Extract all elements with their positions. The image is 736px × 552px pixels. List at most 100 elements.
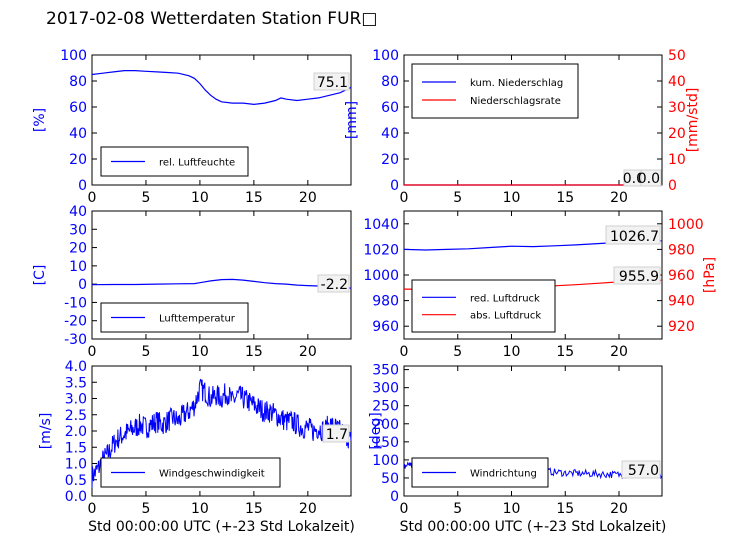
precipitation-y2-tick-label: 50 <box>668 48 686 64</box>
pressure-legend-label-1: abs. Luftdruck <box>470 311 541 322</box>
humidity-y-tick-label: 0 <box>78 178 87 194</box>
precipitation-y2-tick-label: 10 <box>668 152 686 168</box>
humidity-x-tick-label: 5 <box>141 190 150 206</box>
pressure-annotation-0: 1026.7 <box>610 229 659 245</box>
precipitation-x-tick-label: 20 <box>610 190 628 206</box>
pressure-y2-tick-label: 940 <box>668 294 695 310</box>
wind-speed-x-tick-label: 15 <box>245 501 263 517</box>
temperature-y-axis-label: [C] <box>32 265 48 286</box>
humidity-x-tick-label: 10 <box>191 190 209 206</box>
temperature-y-tick-label: -30 <box>64 332 87 348</box>
wind-direction-legend-label-0: Windrichtung <box>470 469 537 480</box>
wind-speed-y-tick-label: 0.0 <box>65 489 87 505</box>
precipitation-y2-tick-label: 40 <box>668 74 686 90</box>
precipitation-annotation-box-1 <box>640 169 662 187</box>
temperature-y-tick-label: 40 <box>69 204 87 220</box>
wind-direction-y-tick-label: 150 <box>372 435 399 451</box>
wind-direction-x-tick-label: 10 <box>503 501 521 517</box>
temperature-legend-label-0: Lufttemperatur <box>159 314 236 325</box>
wind-speed-y-tick-label: 2.0 <box>65 424 87 440</box>
precipitation-x-tick-label: 15 <box>556 190 574 206</box>
pressure-x-tick-label: 0 <box>400 344 409 360</box>
wind-speed-series-line-0 <box>91 378 352 488</box>
wind-direction-annotation-box-0 <box>621 460 661 479</box>
wind-speed-y-tick-label: 3.5 <box>65 375 87 391</box>
wind-speed-y-tick-label: 0.5 <box>65 473 87 489</box>
precipitation-y-axis-label: [mm] <box>344 101 360 139</box>
precipitation-y-tick-label: 40 <box>381 126 399 142</box>
temperature-y-tick-label: -20 <box>64 314 87 330</box>
precipitation-legend-label-0: kum. Niederschlag <box>470 78 563 89</box>
temperature-x-tick-label: 15 <box>245 344 263 360</box>
humidity-series-line-0 <box>91 69 352 106</box>
wind-speed-x-tick-label: 20 <box>299 501 317 517</box>
wind-direction-y-tick-label: 50 <box>381 471 399 487</box>
pressure-y-tick-label: 980 <box>372 294 399 310</box>
wind-speed-x-tick-label: 0 <box>88 501 97 517</box>
pressure-x-tick-label: 20 <box>610 344 628 360</box>
temperature-annotation-0: -2.2 <box>321 277 348 293</box>
pressure-y-tick-label: 1000 <box>363 268 399 284</box>
wind-speed-y-tick-label: 4.0 <box>65 359 87 375</box>
precipitation-y2-tick-label: 30 <box>668 100 686 116</box>
temperature-y-tick-label: -10 <box>64 295 87 311</box>
precipitation-legend-box <box>411 63 579 119</box>
wind-direction-y-tick-label: 250 <box>372 399 399 415</box>
pressure-annotation-1: 955.9 <box>619 269 659 285</box>
humidity-y-tick-label: 60 <box>69 100 87 116</box>
pressure-x-tick-label: 5 <box>453 344 462 360</box>
pressure-x-tick-label: 15 <box>556 344 574 360</box>
wind-direction-annotation-0: 57.0 <box>628 463 659 479</box>
wind-direction-x-tick-label: 20 <box>610 501 628 517</box>
pressure-y2-tick-label: 980 <box>668 242 695 258</box>
wind-speed-annotation-0: 1.7 <box>326 427 348 443</box>
humidity-y-tick-label: 40 <box>69 126 87 142</box>
wind-direction-x-tick-label: 15 <box>556 501 574 517</box>
precipitation-y2-tick-label: 20 <box>668 126 686 142</box>
precipitation-x-tick-label: 0 <box>400 190 409 206</box>
precipitation-y-tick-label: 60 <box>381 100 399 116</box>
pressure-y2-tick-label: 920 <box>668 319 695 335</box>
wind-speed-legend-label-0: Windgeschwindigkeit <box>159 469 265 480</box>
pressure-legend-box <box>411 279 556 333</box>
pressure-y-tick-label: 1020 <box>363 242 399 258</box>
humidity-y-tick-label: 80 <box>69 74 87 90</box>
pressure-legend-label-0: red. Luftdruck <box>470 293 540 304</box>
wind-direction-y-axis-label: [deg] <box>368 412 384 449</box>
pressure-y-tick-label: 960 <box>372 319 399 335</box>
humidity-x-tick-label: 0 <box>88 190 97 206</box>
temperature-x-tick-label: 0 <box>88 344 97 360</box>
temperature-y-tick-label: 10 <box>69 259 87 275</box>
wind-speed-x-tick-label: 10 <box>191 501 209 517</box>
wind-speed-y-tick-label: 2.5 <box>65 408 87 424</box>
pressure-y-tick-label: 1040 <box>363 217 399 233</box>
pressure-annotation-box-1 <box>613 266 661 285</box>
precipitation-y2-axis-label: [mm/std] <box>685 88 701 153</box>
wind-direction-y-tick-label: 200 <box>372 417 399 433</box>
wind-direction-y-tick-label: 100 <box>372 453 399 469</box>
precipitation-y-tick-label: 100 <box>372 48 399 64</box>
wind-direction-y-tick-label: 0 <box>390 489 399 505</box>
precipitation-y-tick-label: 80 <box>381 74 399 90</box>
pressure-y2-tick-label: 960 <box>668 268 695 284</box>
wind-direction-y-tick-label: 300 <box>372 381 399 397</box>
temperature-x-tick-label: 20 <box>299 344 317 360</box>
pressure-annotation-box-0 <box>605 225 661 245</box>
pressure-x-tick-label: 10 <box>503 344 521 360</box>
temperature-annotation-box-0 <box>317 274 350 293</box>
precipitation-y-tick-label: 0 <box>390 178 399 194</box>
precipitation-y-tick-label: 20 <box>381 152 399 168</box>
wind-speed-x-tick-label: 5 <box>141 501 150 517</box>
temperature-series-line-0 <box>91 278 352 289</box>
wind-direction-x-axis-label: Std 00:00:00 UTC (+-23 Std Lokalzeit) <box>400 519 667 535</box>
wind-direction-y-tick-label: 350 <box>372 363 399 379</box>
precipitation-legend-label-1: Niederschlagsrate <box>470 96 561 107</box>
precipitation-x-tick-label: 10 <box>503 190 521 206</box>
humidity-x-tick-label: 20 <box>299 190 317 206</box>
humidity-annotation-box-0 <box>313 72 350 91</box>
wind-speed-y-tick-label: 1.0 <box>65 457 87 473</box>
wind-speed-y-tick-label: 3.0 <box>65 392 87 408</box>
temperature-y-tick-label: 30 <box>69 222 87 238</box>
